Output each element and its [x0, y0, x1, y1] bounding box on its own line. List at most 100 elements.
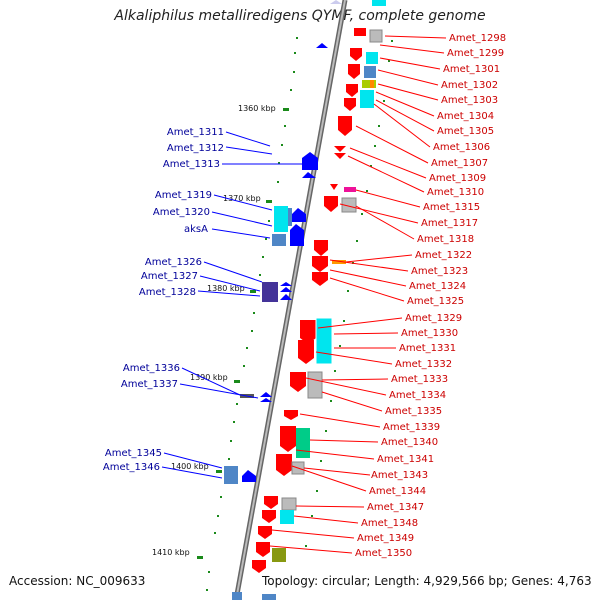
map-title: Alkaliphilus metalliredigens QYMF, compl…	[114, 8, 486, 24]
gene-label[interactable]: Amet_1301	[443, 64, 500, 75]
gene-label[interactable]: Amet_1312	[167, 143, 224, 154]
gene-feature	[312, 272, 328, 286]
gene-feature	[290, 372, 306, 392]
gene-label[interactable]: Amet_1339	[383, 422, 440, 433]
gene-label[interactable]: Amet_1318	[417, 234, 474, 245]
gene-feature	[276, 454, 292, 476]
gene-feature	[300, 320, 316, 344]
gene-feature	[344, 98, 356, 111]
gene-label[interactable]: Amet_1345	[105, 448, 162, 459]
gene-label[interactable]: Amet_1319	[155, 190, 212, 201]
gene-feature	[280, 282, 292, 286]
gene-label[interactable]: Amet_1350	[355, 548, 412, 559]
gene-label[interactable]: Amet_1329	[405, 313, 462, 324]
gene-label[interactable]: Amet_1315	[423, 202, 480, 213]
gene-label[interactable]: Amet_1347	[367, 502, 424, 513]
tick-label: 1390 kbp	[190, 373, 228, 382]
forward-gene-labels: Amet_1298 Amet_1299 Amet_1301 Amet_1302 …	[355, 33, 506, 559]
gene-feature	[274, 206, 288, 232]
gene-label[interactable]: Amet_1334	[389, 390, 446, 401]
genome-summary-text: Topology: circular; Length: 4,929,566 bp…	[262, 574, 592, 588]
gene-label[interactable]: Amet_1302	[441, 80, 498, 91]
gene-label[interactable]: Amet_1325	[407, 296, 464, 307]
gene-feature	[324, 196, 338, 212]
gene-feature	[284, 410, 298, 420]
gene-feature	[232, 592, 242, 600]
gene-label[interactable]: Amet_1349	[357, 533, 414, 544]
gene-feature	[280, 287, 292, 292]
gene-feature	[292, 208, 306, 222]
gene-feature	[314, 240, 328, 256]
gene-label[interactable]: Amet_1348	[361, 518, 418, 529]
reverse-genes	[224, 0, 342, 600]
gene-label[interactable]: Amet_1332	[395, 359, 452, 370]
gene-label[interactable]: Amet_1320	[153, 207, 210, 218]
gene-label[interactable]: Amet_1337	[121, 379, 178, 390]
gene-label[interactable]: Amet_1323	[411, 266, 468, 277]
gene-feature	[344, 187, 356, 192]
gene-label[interactable]: Amet_1305	[437, 126, 494, 137]
gene-label[interactable]: Amet_1328	[139, 287, 196, 298]
gene-label[interactable]: Amet_1344	[369, 486, 426, 497]
forward-genes	[252, 0, 386, 600]
gene-label[interactable]: Amet_1335	[385, 406, 442, 417]
gene-label[interactable]: Amet_1324	[409, 281, 466, 292]
gene-feature	[362, 80, 376, 88]
gene-label[interactable]: Amet_1306	[433, 142, 490, 153]
gene-feature	[350, 48, 362, 61]
gene-label[interactable]: Amet_1304	[437, 111, 494, 122]
gene-feature	[372, 0, 386, 6]
gene-label[interactable]: Amet_1322	[415, 250, 472, 261]
gene-feature	[288, 208, 292, 226]
gene-feature	[280, 294, 292, 300]
gene-feature	[369, 29, 383, 43]
gene-feature	[281, 497, 297, 511]
gene-label[interactable]: Amet_1309	[429, 173, 486, 184]
gene-feature	[366, 52, 378, 64]
scale-dots	[206, 37, 298, 591]
scale-ticks: 1360 kbp 1370 kbp 1380 kbp 1390 kbp 1400…	[152, 104, 289, 559]
gene-label[interactable]: Amet_1317	[421, 218, 478, 229]
gene-feature	[260, 398, 272, 402]
gene-feature	[252, 560, 266, 573]
gene-feature	[334, 146, 346, 152]
gene-label[interactable]: Amet_1327	[141, 271, 198, 282]
gene-feature	[272, 548, 286, 562]
gene-feature	[262, 594, 276, 600]
gene-label[interactable]: Amet_1299	[447, 48, 504, 59]
gene-label[interactable]: Amet_1310	[427, 187, 484, 198]
gene-feature	[348, 64, 360, 79]
gene-label[interactable]: Amet_1298	[449, 33, 506, 44]
gene-label[interactable]: Amet_1341	[377, 454, 434, 465]
gene-feature	[262, 282, 278, 302]
gene-label[interactable]: Amet_1311	[167, 127, 224, 138]
gene-label[interactable]: Amet_1331	[399, 343, 456, 354]
gene-label[interactable]: Amet_1313	[163, 159, 220, 170]
gene-label[interactable]: Amet_1330	[401, 328, 458, 339]
gene-feature	[330, 0, 342, 4]
tick-label: 1400 kbp	[171, 462, 209, 471]
gene-label[interactable]: Amet_1346	[103, 462, 160, 473]
gene-feature	[224, 466, 238, 484]
gene-feature	[242, 470, 256, 482]
gene-label[interactable]: Amet_1340	[381, 437, 438, 448]
gene-label[interactable]: Amet_1336	[123, 363, 180, 374]
gene-label[interactable]: Amet_1333	[391, 374, 448, 385]
reverse-leaders	[161, 131, 302, 479]
tick-label: 1380 kbp	[207, 284, 245, 293]
right-dots	[305, 40, 393, 547]
gene-feature	[256, 542, 270, 557]
gene-feature	[334, 153, 346, 159]
gene-feature	[272, 234, 286, 246]
gene-feature	[360, 90, 374, 108]
tick-label: 1370 kbp	[223, 194, 261, 203]
gene-label[interactable]: Amet_1303	[441, 95, 498, 106]
gene-label[interactable]: Amet_1307	[431, 158, 488, 169]
gene-label[interactable]: Amet_1326	[145, 257, 202, 268]
gene-feature	[307, 371, 323, 399]
tick-label: 1410 kbp	[152, 548, 190, 557]
gene-label[interactable]: aksA	[184, 224, 208, 235]
gene-label[interactable]: Amet_1343	[371, 470, 428, 481]
tick-mark	[234, 380, 240, 383]
